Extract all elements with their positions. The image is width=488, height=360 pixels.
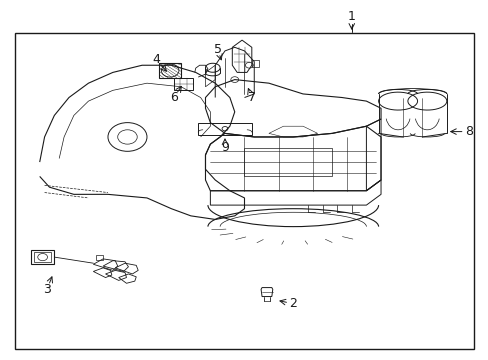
Bar	[34, 252, 51, 262]
Bar	[244, 148, 331, 176]
Bar	[159, 63, 181, 78]
Text: 5: 5	[213, 42, 221, 55]
Text: 1: 1	[347, 10, 355, 23]
Bar	[198, 123, 251, 135]
Bar	[15, 33, 473, 348]
Text: 7: 7	[247, 91, 255, 104]
Text: 9: 9	[221, 141, 228, 154]
Bar	[96, 255, 103, 260]
Bar	[31, 250, 54, 264]
Text: 3: 3	[43, 283, 51, 296]
Bar	[173, 78, 193, 90]
Text: 8: 8	[464, 125, 472, 138]
Text: 4: 4	[152, 53, 161, 66]
Text: 2: 2	[289, 297, 297, 310]
Text: 6: 6	[169, 91, 177, 104]
Bar	[251, 60, 259, 67]
